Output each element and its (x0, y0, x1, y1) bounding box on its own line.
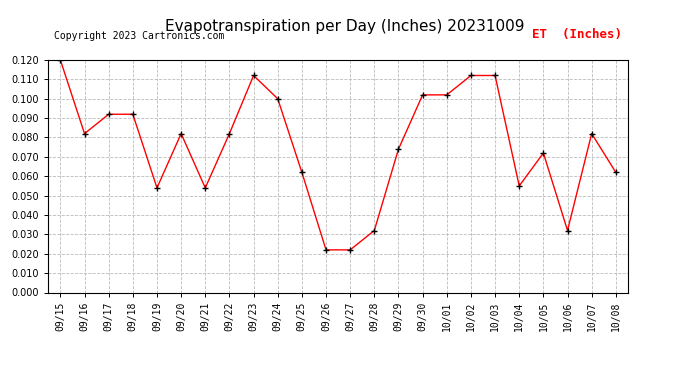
Text: Copyright 2023 Cartronics.com: Copyright 2023 Cartronics.com (54, 32, 224, 41)
Text: ET  (Inches): ET (Inches) (532, 28, 622, 41)
Text: Evapotranspiration per Day (Inches) 20231009: Evapotranspiration per Day (Inches) 2023… (165, 19, 525, 34)
